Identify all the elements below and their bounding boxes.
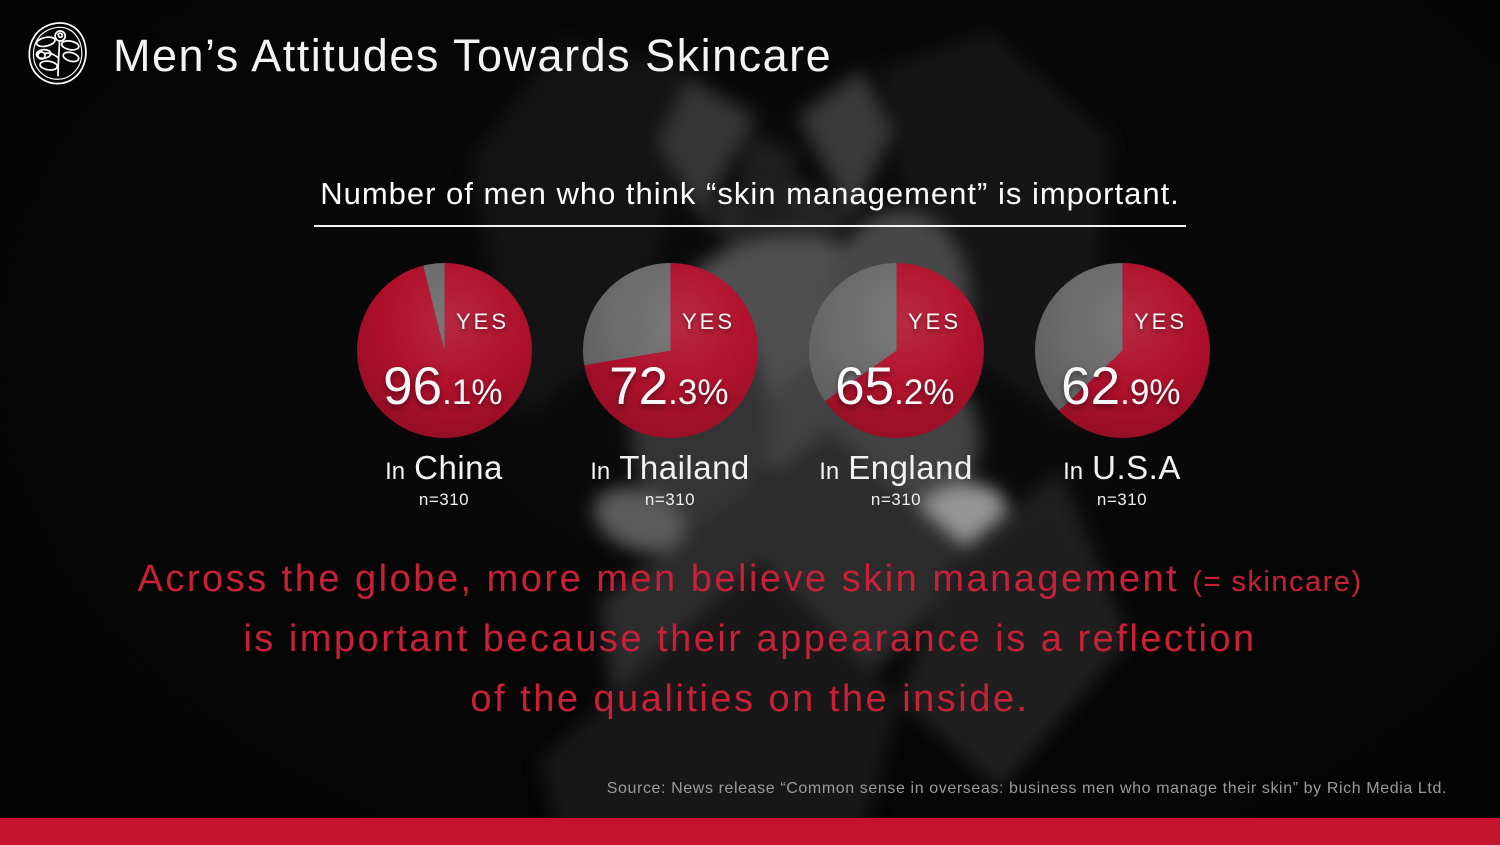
page-title: Men’s Attitudes Towards Skincare <box>113 30 833 81</box>
statement-note: (= skincare) <box>1192 566 1363 598</box>
sample-size: n=310 <box>1096 490 1148 509</box>
country-label: In England <box>783 449 1009 487</box>
country-label: In Thailand <box>557 449 783 487</box>
pie-value-dec: .9% <box>1120 372 1181 412</box>
pie-value-dec: .1% <box>442 372 503 412</box>
pie-value: 62.9% <box>1061 356 1180 417</box>
statement-line-1: Across the globe, more men believe skin … <box>137 558 1363 600</box>
yes-label: YES <box>681 308 736 334</box>
yes-label: YES <box>455 308 510 334</box>
statement-line-3: of the qualities on the inside. <box>470 678 1030 720</box>
country-prefix: In <box>590 458 611 485</box>
pie-value-int: 62 <box>1061 356 1121 416</box>
country-prefix: In <box>385 458 406 485</box>
statement-line-2: is important because their appearance is… <box>243 618 1257 660</box>
flower-emblem-icon <box>28 22 87 85</box>
yes-label: YES <box>1133 308 1188 334</box>
country-name: U.S.A <box>1092 449 1181 486</box>
country-label: In U.S.A <box>1009 449 1235 487</box>
sample-size: n=310 <box>418 490 470 509</box>
chart-heading: Number of men who think “skin management… <box>314 176 1186 227</box>
country-label: In China <box>331 449 557 487</box>
pie-block-thailand: YES 72.3% In Thailand n=310 <box>557 263 783 510</box>
yes-label: YES <box>907 308 962 334</box>
bottom-accent-bar <box>0 818 1500 845</box>
pie-value-dec: .2% <box>894 372 955 412</box>
pie-value-dec: .3% <box>668 372 729 412</box>
country-prefix: In <box>1063 458 1084 485</box>
country-prefix: In <box>819 458 840 485</box>
source-note: Source: News release “Common sense in ov… <box>606 780 1447 797</box>
pie-chart-thailand: YES 72.3% <box>582 263 758 438</box>
country-name: China <box>414 449 503 486</box>
pie-chart-england: YES 65.2% <box>808 263 984 438</box>
pie-value: 96.1% <box>383 356 502 417</box>
sample-size: n=310 <box>870 490 922 509</box>
pie-value-int: 96 <box>383 356 443 416</box>
pie-value: 65.2% <box>835 356 954 417</box>
sample-size: n=310 <box>644 490 696 509</box>
pie-chart-usa: YES 62.9% <box>1034 263 1210 438</box>
pie-value: 72.3% <box>609 356 728 417</box>
pie-block-usa: YES 62.9% In U.S.A n=310 <box>1009 263 1235 510</box>
pie-block-england: YES 65.2% In England n=310 <box>783 263 1009 510</box>
pie-block-china: YES 96.1% In China n=310 <box>331 263 557 510</box>
country-name: England <box>848 449 973 486</box>
pie-value-int: 72 <box>609 356 669 416</box>
pie-chart-china: YES 96.1% <box>356 263 532 438</box>
subtitle-wrap: Number of men who think “skin management… <box>0 176 1500 227</box>
country-name: Thailand <box>619 449 750 486</box>
key-takeaway-statement: Across the globe, more men believe skin … <box>0 549 1500 729</box>
pie-value-int: 65 <box>835 356 895 416</box>
